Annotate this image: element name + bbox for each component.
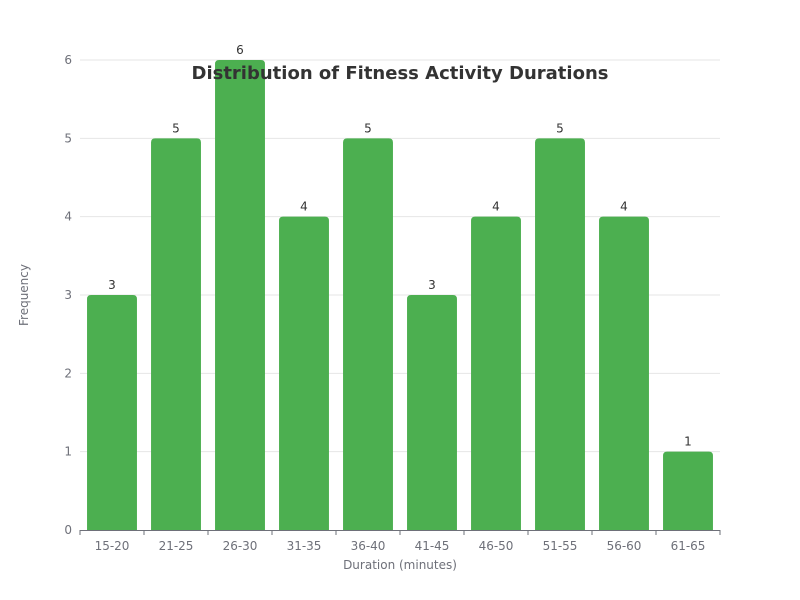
bar-46-50[interactable] [471, 216, 521, 530]
y-tick-label: 5 [64, 131, 72, 145]
x-tick-label: 46-50 [479, 539, 514, 553]
data-label: 5 [172, 121, 180, 135]
data-label: 1 [684, 435, 692, 449]
x-tick-label: 36-40 [351, 539, 386, 553]
y-axis-title: Frequency [17, 264, 31, 326]
x-axis-ticks: 15-20 21-25 26-30 31-35 36-40 41-45 46-50 51-55… [79, 530, 721, 553]
y-tick-label: 3 [64, 288, 72, 302]
x-tick-label: 15-20 [95, 539, 130, 553]
y-tick-label: 1 [64, 445, 72, 459]
bar-51-55[interactable] [535, 138, 585, 531]
data-label: 4 [620, 200, 628, 214]
chart-title: Distribution of Fitness Activity Duratio… [192, 63, 609, 84]
x-tick-label: 56-60 [607, 539, 642, 553]
data-label: 4 [492, 200, 500, 214]
bar-15-20[interactable] [87, 295, 137, 530]
y-tick-label: 2 [64, 366, 72, 380]
bar-61-65[interactable] [663, 451, 713, 530]
x-tick-label: 51-55 [543, 539, 578, 553]
data-label: 5 [556, 121, 564, 135]
y-tick-label: 0 [64, 523, 72, 537]
bar-36-40[interactable] [343, 138, 393, 531]
bar-31-35[interactable] [279, 216, 329, 530]
x-tick-label: 31-35 [287, 539, 322, 553]
bar-26-30[interactable] [215, 60, 265, 530]
y-axis-ticks: 0 1 2 3 4 5 6 [64, 53, 72, 537]
x-tick-label: 41-45 [415, 539, 450, 553]
bar-56-60[interactable] [599, 216, 649, 530]
data-label: 3 [428, 278, 436, 292]
y-tick-label: 4 [64, 210, 72, 224]
bar-21-25[interactable] [151, 138, 201, 531]
data-label: 6 [236, 43, 244, 57]
bar-41-45[interactable] [407, 295, 457, 530]
x-tick-label: 26-30 [223, 539, 258, 553]
data-label: 3 [108, 278, 116, 292]
data-label: 4 [300, 200, 308, 214]
x-tick-label: 21-25 [159, 539, 194, 553]
x-tick-label: 61-65 [671, 539, 706, 553]
data-labels: 3 5 6 4 5 3 4 5 4 1 [108, 43, 692, 449]
y-tick-label: 6 [64, 53, 72, 67]
x-axis-title: Duration (minutes) [343, 558, 457, 572]
data-label: 5 [364, 121, 372, 135]
bars [87, 60, 713, 531]
